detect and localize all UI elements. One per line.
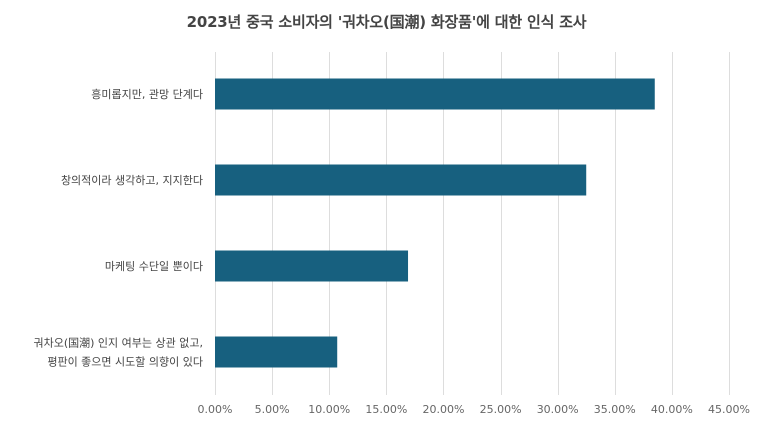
- x-tick-label: 0.00%: [198, 403, 233, 416]
- category-label: 궈차오(国潮) 인지 여부는 상관 없고,: [33, 336, 203, 350]
- category-label: 흥미롭지만, 관망 단계다: [91, 87, 203, 101]
- category-label: 마케팅 수단일 뿐이다: [105, 259, 203, 273]
- x-tick-label: 40.00%: [651, 403, 693, 416]
- x-tick-label: 30.00%: [537, 403, 579, 416]
- category-label: 평판이 좋으면 시도할 의향이 있다: [47, 356, 203, 369]
- bar: [215, 250, 409, 282]
- bar: [215, 164, 587, 196]
- x-tick-label: 10.00%: [308, 403, 350, 416]
- bar: [215, 78, 655, 110]
- x-tick-label: 5.00%: [255, 403, 290, 416]
- x-tick-label: 20.00%: [422, 403, 464, 416]
- x-tick-label: 35.00%: [594, 403, 636, 416]
- x-axis-tick-labels: 0.00% 5.00% 10.00% 15.00% 20.00% 25.00% 30.00%…: [198, 403, 750, 416]
- chart-title: 2023년 중국 소비자의 '궈차오(国潮) 화장품'에 대한 인식 조사: [186, 13, 587, 31]
- bars: [215, 78, 655, 368]
- category-label: 창의적이라 생각하고, 지지한다: [61, 173, 203, 187]
- x-tick-label: 25.00%: [480, 403, 522, 416]
- bar: [215, 336, 338, 368]
- x-tick-label: 45.00%: [708, 403, 750, 416]
- x-tick-label: 15.00%: [365, 403, 407, 416]
